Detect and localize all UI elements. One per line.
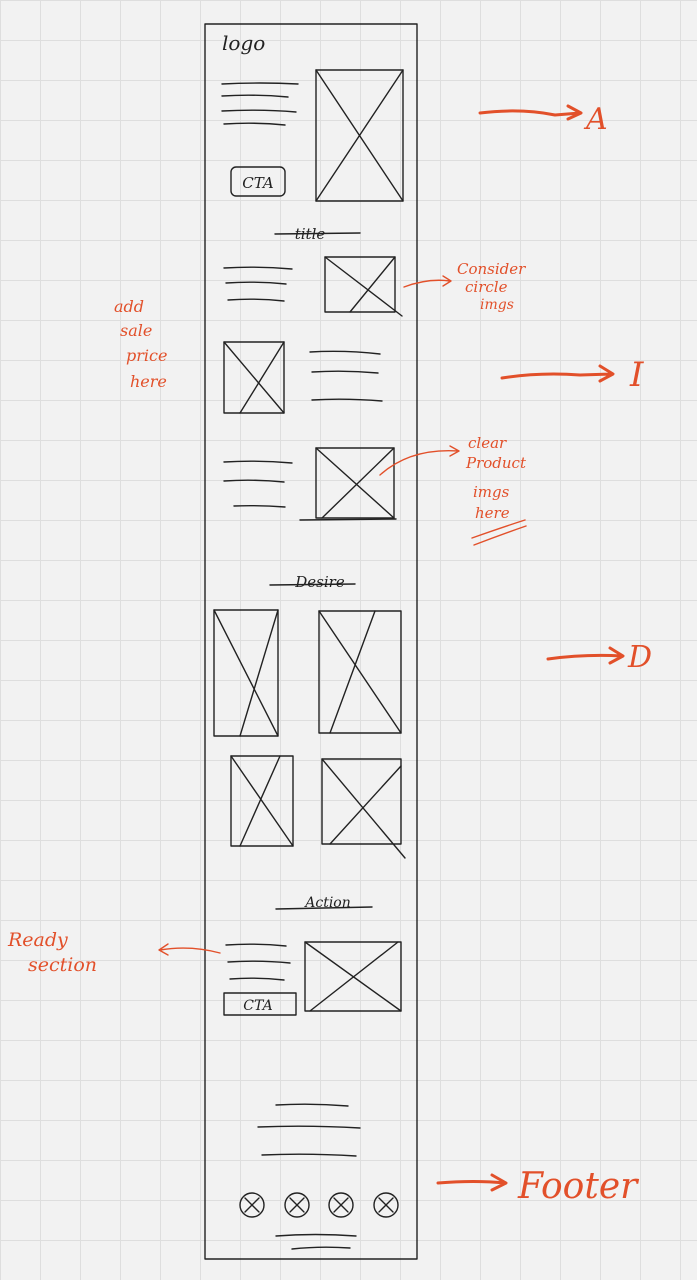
note-product-imgs-line-3: imgs — [473, 483, 510, 501]
note-product-imgs: clear Product imgs here — [379, 434, 527, 546]
hero-cta-button: CTA — [230, 166, 286, 197]
social-icon-4 — [373, 1192, 399, 1218]
note-product-imgs-line-2: Product — [465, 454, 527, 472]
arrow-icon — [379, 445, 460, 476]
arrow-icon — [403, 275, 452, 288]
footer-social-icons — [239, 1192, 399, 1218]
note-sale-price-line-3: price — [126, 346, 167, 365]
desire-image-3 — [230, 755, 294, 847]
desire-title: Desire — [294, 573, 345, 591]
note-circle-imgs-line-3: imgs — [480, 297, 514, 313]
section-label-i: I — [629, 355, 644, 395]
social-icon-3 — [328, 1192, 354, 1218]
section-label-a: A — [583, 102, 608, 137]
arrow-icon — [478, 104, 583, 121]
hero-cta-label: CTA — [242, 174, 274, 192]
social-icon-2 — [284, 1192, 310, 1218]
social-icon-1 — [239, 1192, 265, 1218]
section-marker-a: A — [478, 102, 608, 137]
section-marker-i: I — [500, 355, 644, 395]
note-circle-imgs-line-1: Consider — [457, 260, 526, 278]
note-product-imgs-line-1: clear — [468, 434, 507, 452]
note-sale-price: add sale price here — [114, 297, 167, 391]
section-label-d: D — [627, 640, 652, 675]
note-sale-price-line-2: sale — [120, 321, 152, 340]
section-label-footer: Footer — [517, 1166, 639, 1207]
arrow-icon — [500, 364, 615, 383]
footer-bottom-lines — [275, 1233, 357, 1250]
desire-image-4 — [321, 758, 406, 859]
hero-text-lines — [221, 82, 299, 126]
footer-text-lines — [257, 1103, 361, 1157]
action-image — [304, 941, 402, 1012]
desire-image-2 — [318, 610, 402, 734]
desire-image-1 — [213, 609, 279, 737]
interest-row-2-text — [309, 350, 383, 402]
phone-frame — [204, 23, 418, 1260]
note-underline — [471, 519, 527, 546]
hero-image-placeholder — [315, 69, 404, 202]
note-circle-imgs-line-2: circle — [465, 278, 508, 296]
note-ready-section: Ready section — [7, 929, 221, 976]
arrow-icon — [436, 1173, 508, 1192]
note-ready-section-line-1: Ready — [7, 929, 68, 951]
section-marker-footer: Footer — [436, 1166, 639, 1207]
arrow-icon — [546, 646, 625, 665]
interest-row-2-image — [223, 341, 285, 414]
note-sale-price-line-1: add — [114, 297, 144, 316]
action-cta-button: CTA — [223, 992, 297, 1016]
arrow-icon — [158, 943, 221, 956]
interest-row-1-image — [324, 256, 403, 317]
interest-row-3-image — [299, 447, 397, 521]
interest-row-1-text — [223, 266, 293, 302]
action-cta-label: CTA — [243, 998, 272, 1014]
note-product-imgs-line-4: here — [475, 504, 510, 522]
note-circle-imgs: Consider circle imgs — [403, 260, 526, 313]
note-sale-price-line-4: here — [130, 372, 167, 391]
action-text-lines — [225, 943, 291, 981]
logo-label: logo — [222, 31, 265, 55]
section-marker-d: D — [546, 640, 652, 675]
note-ready-section-line-2: section — [28, 954, 97, 976]
interest-row-3-text — [223, 460, 293, 508]
